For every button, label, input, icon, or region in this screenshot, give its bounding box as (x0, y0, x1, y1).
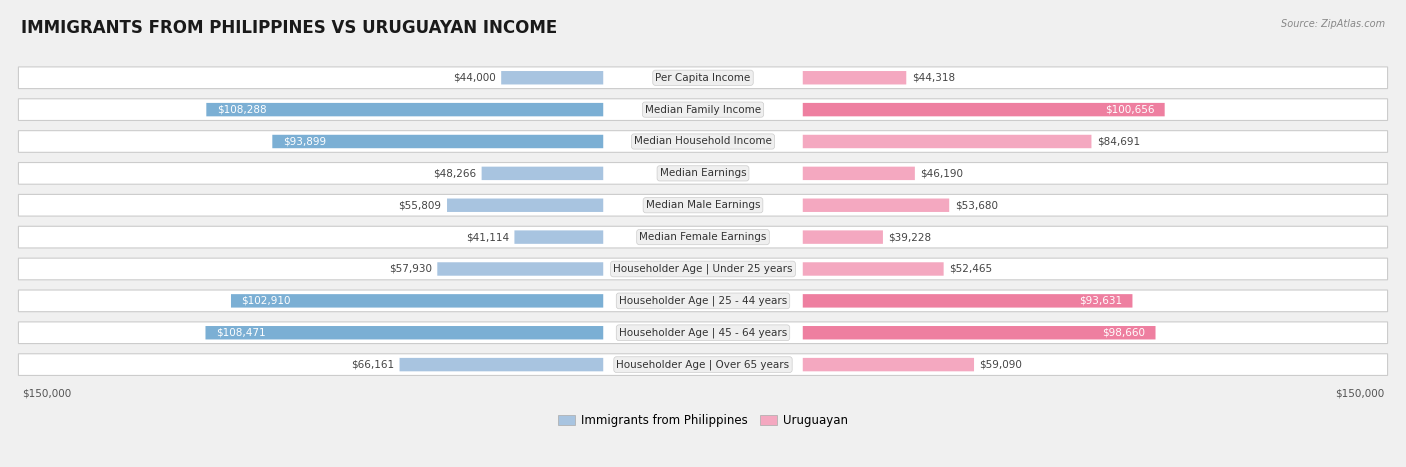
FancyBboxPatch shape (18, 67, 1388, 89)
Text: $150,000: $150,000 (22, 389, 72, 399)
Text: $59,090: $59,090 (980, 360, 1022, 369)
FancyBboxPatch shape (273, 135, 603, 148)
Text: $41,114: $41,114 (465, 232, 509, 242)
Text: $93,899: $93,899 (283, 136, 326, 147)
FancyBboxPatch shape (437, 262, 603, 276)
FancyBboxPatch shape (447, 198, 603, 212)
FancyBboxPatch shape (18, 290, 1388, 311)
Text: $84,691: $84,691 (1097, 136, 1140, 147)
FancyBboxPatch shape (803, 326, 1156, 340)
FancyBboxPatch shape (803, 230, 883, 244)
Text: $55,809: $55,809 (398, 200, 441, 210)
Text: Median Household Income: Median Household Income (634, 136, 772, 147)
FancyBboxPatch shape (501, 71, 603, 85)
FancyBboxPatch shape (207, 103, 603, 116)
Text: $46,190: $46,190 (921, 169, 963, 178)
Text: Per Capita Income: Per Capita Income (655, 73, 751, 83)
FancyBboxPatch shape (18, 354, 1388, 375)
FancyBboxPatch shape (803, 167, 915, 180)
Text: Householder Age | 25 - 44 years: Householder Age | 25 - 44 years (619, 296, 787, 306)
FancyBboxPatch shape (18, 163, 1388, 184)
FancyBboxPatch shape (18, 322, 1388, 344)
FancyBboxPatch shape (803, 103, 1164, 116)
Text: Householder Age | Over 65 years: Householder Age | Over 65 years (616, 360, 790, 370)
FancyBboxPatch shape (803, 198, 949, 212)
Legend: Immigrants from Philippines, Uruguayan: Immigrants from Philippines, Uruguayan (553, 409, 853, 432)
Text: Median Female Earnings: Median Female Earnings (640, 232, 766, 242)
FancyBboxPatch shape (803, 262, 943, 276)
Text: $108,288: $108,288 (217, 105, 266, 114)
Text: $108,471: $108,471 (215, 328, 266, 338)
FancyBboxPatch shape (399, 358, 603, 371)
FancyBboxPatch shape (18, 258, 1388, 280)
FancyBboxPatch shape (18, 194, 1388, 216)
FancyBboxPatch shape (515, 230, 603, 244)
Text: $150,000: $150,000 (1334, 389, 1384, 399)
Text: $66,161: $66,161 (352, 360, 394, 369)
Text: Median Family Income: Median Family Income (645, 105, 761, 114)
FancyBboxPatch shape (231, 294, 603, 308)
FancyBboxPatch shape (803, 294, 1132, 308)
Text: $52,465: $52,465 (949, 264, 993, 274)
Text: $44,318: $44,318 (911, 73, 955, 83)
Text: $98,660: $98,660 (1102, 328, 1146, 338)
Text: $44,000: $44,000 (453, 73, 496, 83)
FancyBboxPatch shape (205, 326, 603, 340)
FancyBboxPatch shape (803, 135, 1091, 148)
Text: $53,680: $53,680 (955, 200, 998, 210)
Text: Householder Age | Under 25 years: Householder Age | Under 25 years (613, 264, 793, 274)
Text: Source: ZipAtlas.com: Source: ZipAtlas.com (1281, 19, 1385, 28)
Text: $39,228: $39,228 (889, 232, 932, 242)
Text: $100,656: $100,656 (1105, 105, 1154, 114)
FancyBboxPatch shape (803, 71, 907, 85)
Text: $102,910: $102,910 (242, 296, 291, 306)
FancyBboxPatch shape (18, 131, 1388, 152)
Text: IMMIGRANTS FROM PHILIPPINES VS URUGUAYAN INCOME: IMMIGRANTS FROM PHILIPPINES VS URUGUAYAN… (21, 19, 557, 37)
FancyBboxPatch shape (18, 99, 1388, 120)
Text: $93,631: $93,631 (1078, 296, 1122, 306)
Text: Median Earnings: Median Earnings (659, 169, 747, 178)
FancyBboxPatch shape (18, 226, 1388, 248)
Text: Median Male Earnings: Median Male Earnings (645, 200, 761, 210)
FancyBboxPatch shape (482, 167, 603, 180)
Text: $48,266: $48,266 (433, 169, 477, 178)
FancyBboxPatch shape (803, 358, 974, 371)
Text: Householder Age | 45 - 64 years: Householder Age | 45 - 64 years (619, 327, 787, 338)
Text: $57,930: $57,930 (389, 264, 432, 274)
